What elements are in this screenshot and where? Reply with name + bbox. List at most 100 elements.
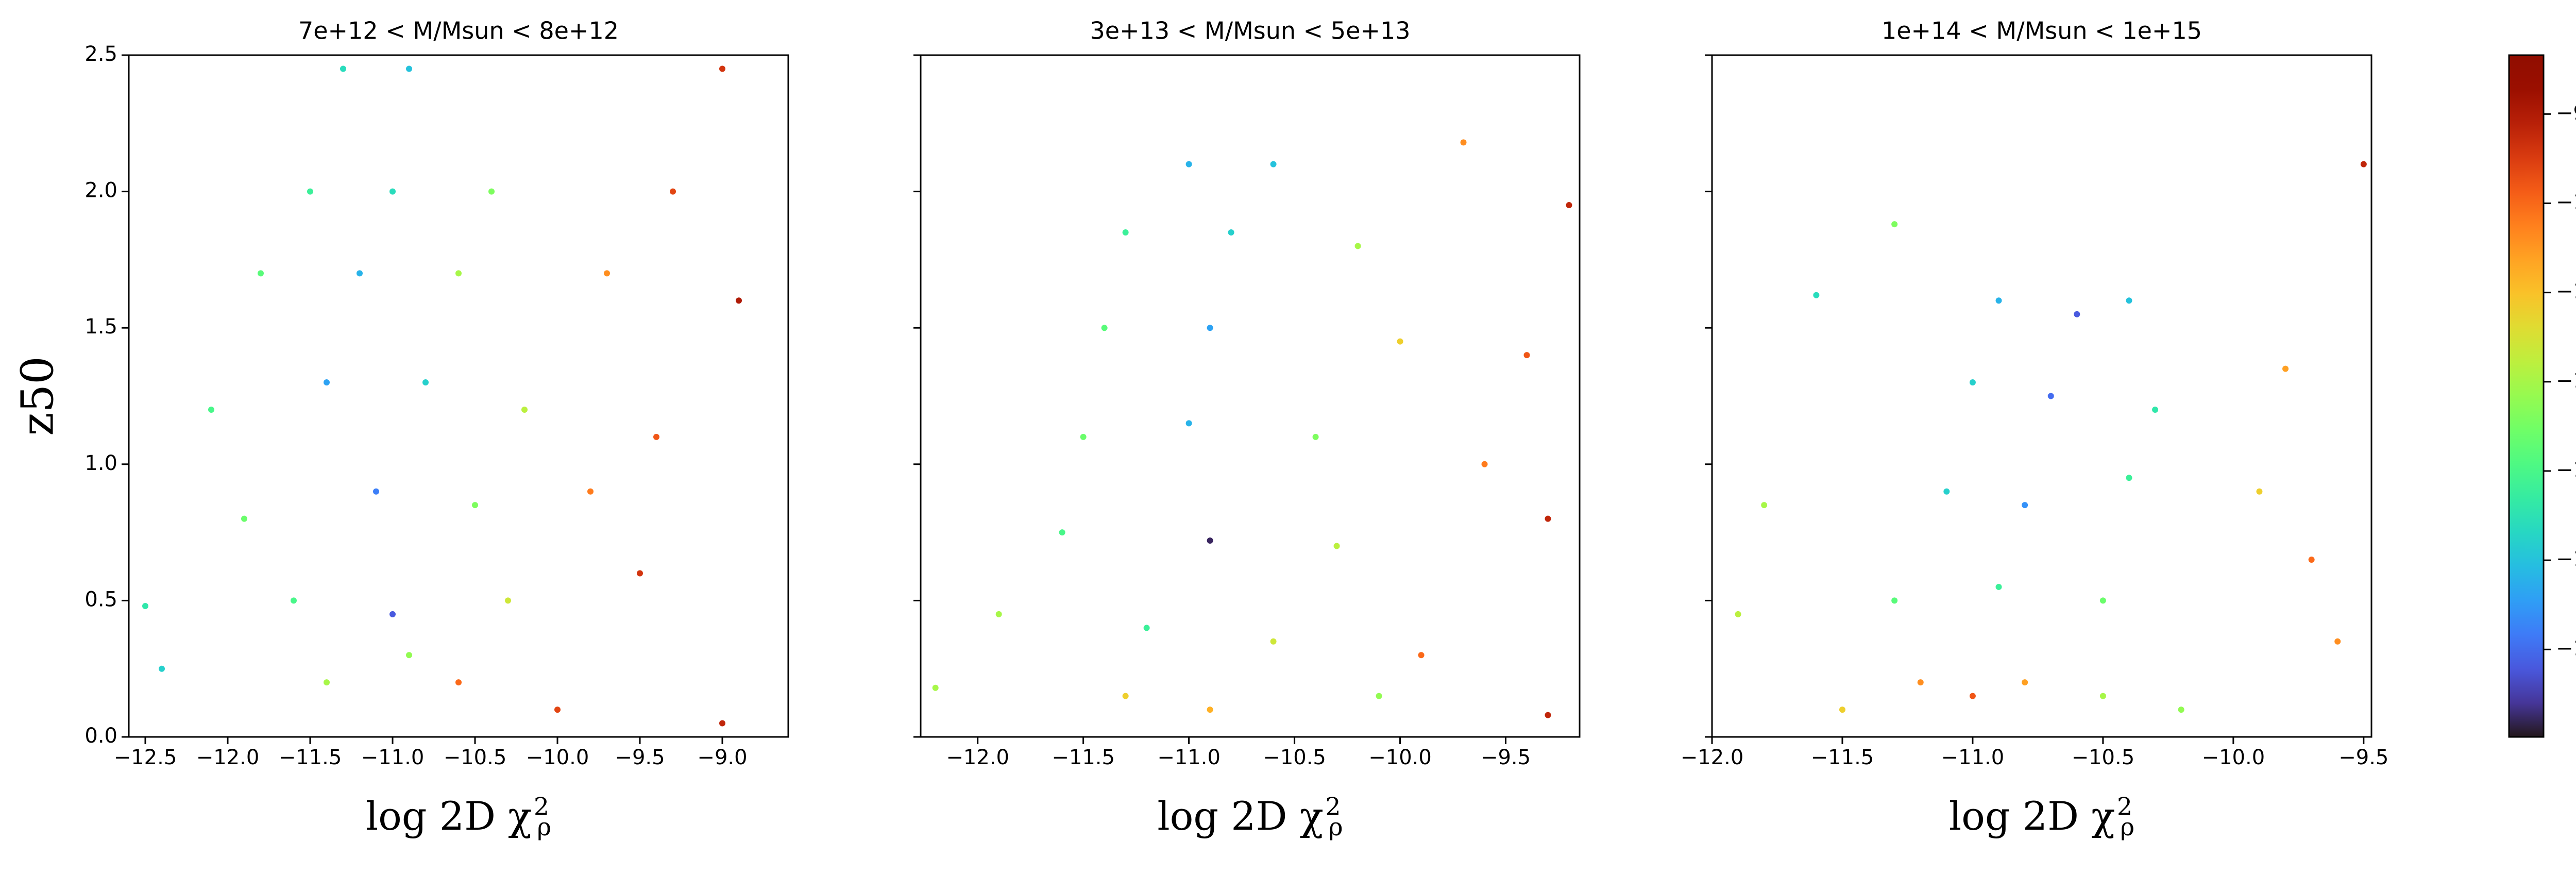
point — [241, 515, 247, 522]
x-tick-label: −9.5 — [2338, 746, 2388, 769]
point — [142, 602, 148, 609]
point — [554, 707, 561, 713]
plot-area — [129, 55, 788, 737]
colorbar-tick-label: −11.5 — [2556, 458, 2576, 482]
point — [1995, 297, 2002, 304]
point — [1397, 338, 1403, 345]
y-axis-label: z50 — [12, 356, 64, 436]
point — [291, 597, 297, 604]
point — [637, 570, 643, 577]
x-tick-label: −10.5 — [2072, 746, 2135, 769]
x-tick-label: −11.0 — [1157, 746, 1221, 769]
point — [455, 679, 462, 686]
point — [2047, 393, 2054, 399]
point — [1735, 611, 1741, 617]
x-axis-label: log 2D χ2 ρ — [1157, 793, 1343, 842]
point — [1101, 325, 1108, 331]
point — [1270, 161, 1277, 167]
point — [324, 379, 330, 386]
point — [1523, 352, 1530, 359]
x-tick-label: −10.5 — [444, 746, 507, 769]
point — [2126, 297, 2132, 304]
point — [1839, 707, 1845, 713]
point — [1122, 693, 1129, 699]
y-tick-label: 1.5 — [84, 315, 117, 339]
x-tick-label: −10.0 — [526, 746, 589, 769]
point — [1185, 420, 1192, 427]
point — [340, 65, 346, 72]
point — [1376, 693, 1382, 699]
panel-title: 3e+13 < M/Msun < 5e+13 — [1090, 17, 1410, 45]
x-tick-label: −9.0 — [697, 746, 747, 769]
point — [258, 270, 264, 277]
panel-title: 7e+12 < M/Msun < 8e+12 — [298, 17, 619, 45]
x-axis-label-sub: ρ — [1329, 813, 1343, 842]
x-axis-label-text: log 2D χ — [1157, 793, 1323, 839]
point — [1143, 625, 1150, 631]
x-tick-label: −10.0 — [1368, 746, 1432, 769]
point — [1059, 529, 1065, 536]
x-tick-label: −11.5 — [279, 746, 342, 769]
point — [1995, 583, 2002, 590]
point — [2074, 311, 2080, 317]
point — [389, 188, 396, 195]
point — [1122, 229, 1129, 236]
point — [389, 611, 396, 617]
point — [1333, 543, 1340, 549]
x-tick-label: −12.0 — [946, 746, 1009, 769]
point — [2178, 707, 2184, 713]
point — [208, 406, 214, 413]
point — [1207, 325, 1213, 331]
colorbar-tick-label: −10.0 — [2556, 190, 2576, 214]
point — [505, 597, 511, 604]
x-tick-label: −11.5 — [1811, 746, 1874, 769]
point — [1460, 139, 1467, 146]
point — [1761, 502, 1768, 509]
point — [357, 270, 363, 277]
point — [1185, 161, 1192, 167]
point — [2126, 475, 2132, 481]
point — [1207, 537, 1213, 544]
point — [1080, 433, 1087, 440]
point — [1891, 597, 1898, 604]
point — [373, 488, 379, 495]
point — [307, 188, 313, 195]
y-tick-label: 0.5 — [84, 587, 117, 611]
point — [1813, 292, 1820, 298]
point — [736, 297, 742, 304]
plot-frame — [920, 54, 1581, 738]
colorbar-tick-label: −12.0 — [2556, 547, 2576, 571]
colorbar-tick-label: −11.0 — [2556, 369, 2576, 393]
point — [1891, 221, 1898, 228]
point — [1481, 461, 1488, 467]
colorbar-tick-label: −10.5 — [2556, 280, 2576, 304]
point — [2334, 638, 2341, 645]
point — [2022, 502, 2028, 509]
x-axis-label: log 2D χ2 ρ — [366, 793, 551, 842]
point — [932, 684, 939, 691]
panel-title: 1e+14 < M/Msun < 1e+15 — [1882, 17, 2202, 45]
point — [1917, 679, 1924, 686]
x-tick-label: −9.5 — [615, 746, 665, 769]
point — [719, 720, 725, 727]
x-axis-label-sup: 2 — [534, 793, 549, 821]
point — [653, 433, 659, 440]
x-tick-label: −11.5 — [1052, 746, 1115, 769]
point — [2022, 679, 2028, 686]
colorbar — [2508, 54, 2545, 738]
point — [1545, 712, 1551, 718]
plot-frame — [128, 54, 789, 738]
x-tick-label: −12.0 — [196, 746, 260, 769]
point — [324, 679, 330, 686]
point — [2256, 488, 2263, 495]
point — [521, 406, 528, 413]
x-tick-label: −11.0 — [1941, 746, 2005, 769]
point — [1418, 652, 1425, 659]
plot-area — [1712, 55, 2371, 737]
point — [455, 270, 462, 277]
y-tick-label: 2.5 — [84, 42, 117, 66]
plot-frame — [1711, 54, 2372, 738]
x-axis-label-sub: ρ — [2120, 813, 2134, 842]
point — [422, 379, 429, 386]
